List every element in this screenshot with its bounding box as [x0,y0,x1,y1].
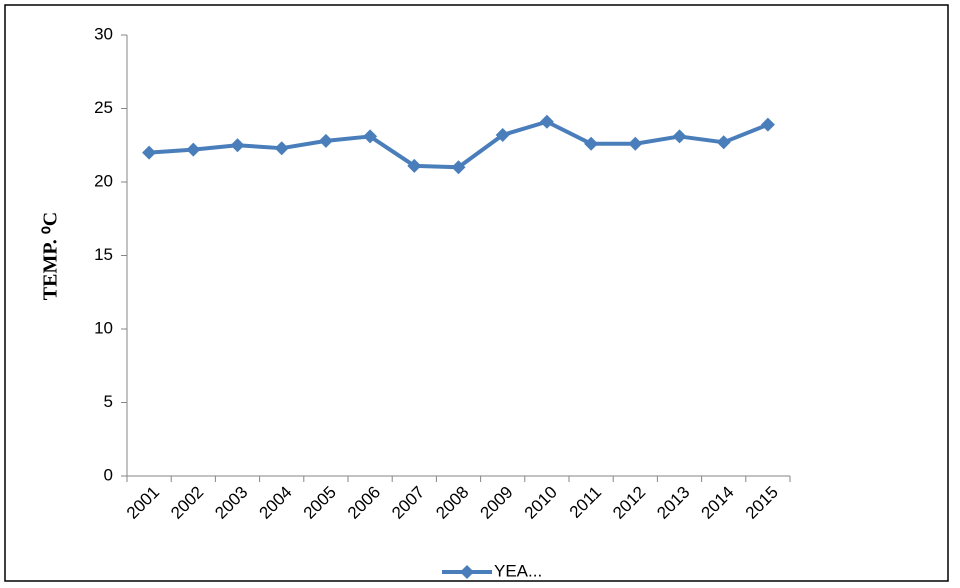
marker [584,136,599,151]
marker [451,160,466,175]
marker [760,117,775,132]
marker [142,145,157,160]
marker [628,136,643,151]
y-tick-label: 0 [104,465,113,484]
y-tick-label: 5 [104,392,113,411]
marker [407,158,422,173]
marker [495,127,510,142]
marker [186,142,201,157]
y-tick-label: 20 [94,171,113,190]
chart-frame [4,4,949,582]
y-axis-label: TEMP. ⁰C [40,212,62,300]
legend-marker [460,565,474,579]
marker [539,114,554,129]
y-tick-label: 10 [94,318,113,337]
marker [230,138,245,153]
marker [274,141,289,156]
marker [716,135,731,150]
y-tick-label: 30 [94,24,113,43]
marker [363,129,378,144]
y-tick-label: 15 [94,245,113,264]
y-tick-label: 25 [94,98,113,117]
legend-label: YEA... [494,561,542,580]
marker [318,133,333,148]
marker [672,129,687,144]
